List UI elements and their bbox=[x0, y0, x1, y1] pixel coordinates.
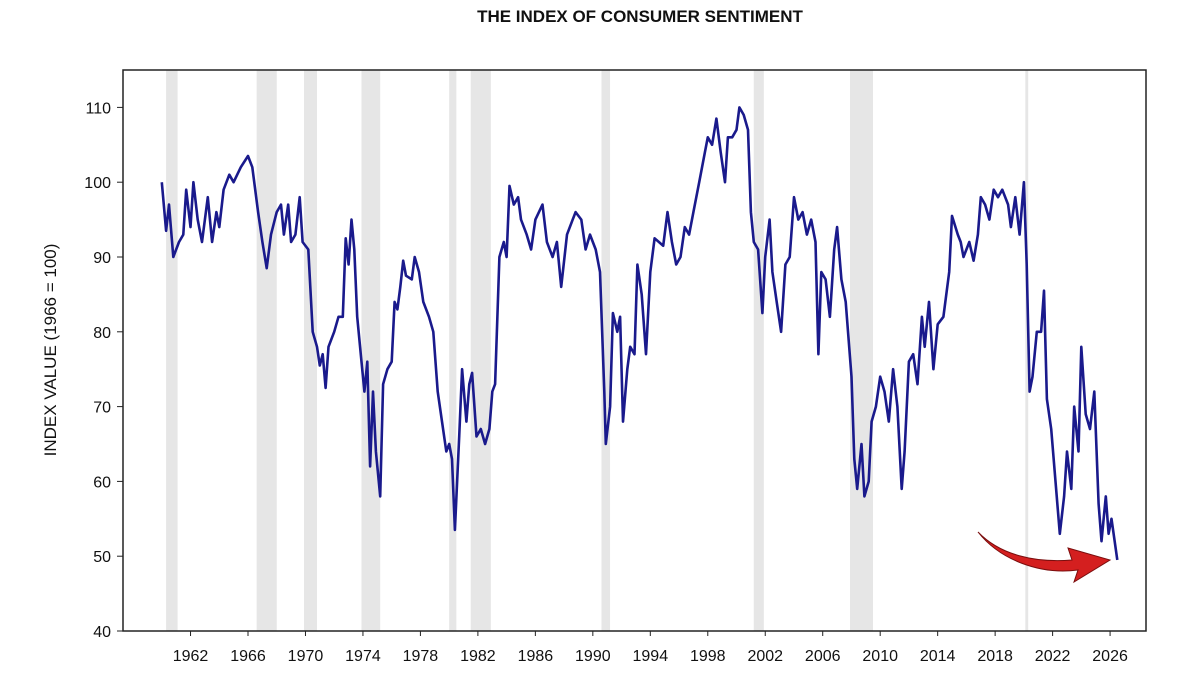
plot-frame bbox=[122, 69, 1147, 632]
y-tick-label: 90 bbox=[93, 250, 111, 267]
x-tick-label: 1982 bbox=[460, 648, 496, 665]
shaded-period bbox=[601, 70, 611, 631]
annotation-arrow bbox=[977, 531, 1112, 584]
x-tick-label: 1962 bbox=[173, 648, 209, 665]
x-tick-label: 1970 bbox=[288, 648, 324, 665]
x-tick-label: 1978 bbox=[403, 648, 439, 665]
chart-title: THE INDEX OF CONSUMER SENTIMENT bbox=[477, 7, 803, 26]
x-tick-label: 2018 bbox=[977, 648, 1013, 665]
series-line bbox=[160, 106, 1119, 561]
shaded-period bbox=[449, 70, 457, 631]
x-tick-label: 2014 bbox=[920, 648, 956, 665]
shaded-period bbox=[850, 70, 874, 631]
y-tick-label: 100 bbox=[84, 175, 111, 192]
shaded-period bbox=[166, 70, 178, 631]
x-tick-label: 1998 bbox=[690, 648, 726, 665]
x-tick-label: 1966 bbox=[230, 648, 266, 665]
x-tick-label: 1994 bbox=[633, 648, 669, 665]
x-tick-label: 2002 bbox=[747, 648, 783, 665]
shaded-period bbox=[304, 70, 317, 631]
x-tick-label: 2022 bbox=[1035, 648, 1071, 665]
y-tick-label: 60 bbox=[93, 474, 111, 491]
y-tick-label: 70 bbox=[93, 400, 111, 417]
shaded-period bbox=[256, 70, 277, 631]
y-tick-label: 40 bbox=[93, 624, 111, 641]
x-tick-label: 2006 bbox=[805, 648, 841, 665]
shaded-period bbox=[1025, 70, 1029, 631]
y-tick-label: 110 bbox=[85, 100, 111, 117]
x-tick-label: 2026 bbox=[1092, 648, 1128, 665]
shaded-periods bbox=[166, 70, 1029, 631]
x-tick-label: 1990 bbox=[575, 648, 611, 665]
plot bbox=[160, 106, 1119, 561]
x-tick-label: 1974 bbox=[345, 648, 381, 665]
y-axis-label: INDEX VALUE (1966 = 100) bbox=[41, 244, 60, 457]
y-tick-label: 50 bbox=[93, 549, 111, 566]
x-tick-label: 1986 bbox=[518, 648, 554, 665]
shaded-period bbox=[753, 70, 764, 631]
shaded-period bbox=[470, 70, 491, 631]
shaded-period bbox=[361, 70, 381, 631]
y-tick-label: 80 bbox=[93, 325, 111, 342]
x-tick-label: 2010 bbox=[862, 648, 898, 665]
